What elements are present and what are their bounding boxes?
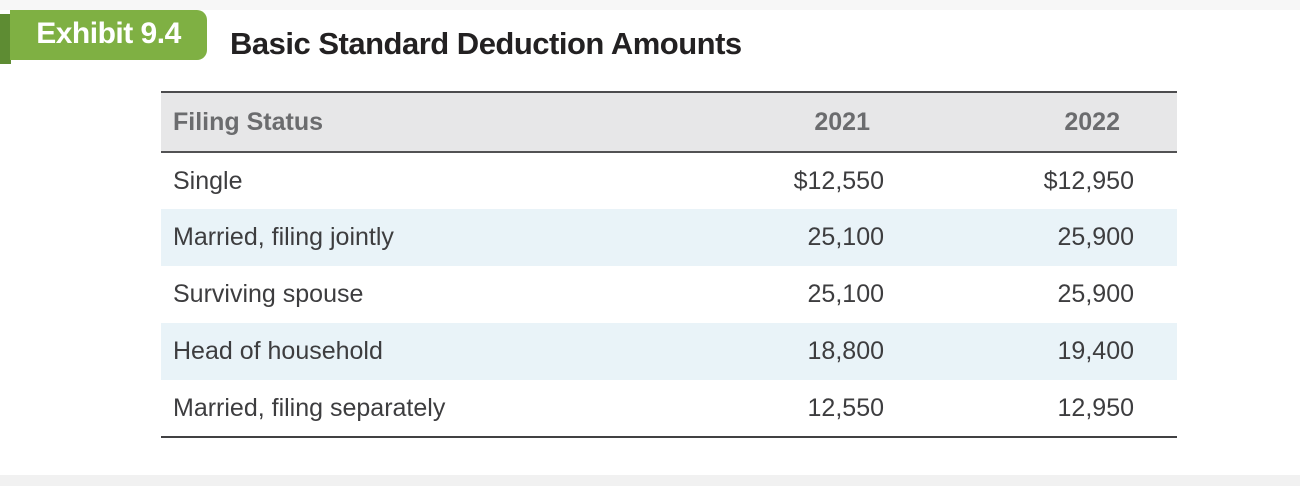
amount-2021-cell: $12,550 xyxy=(793,166,884,195)
table-row-single: Single $12,550 $12,950 xyxy=(161,152,1177,209)
filing-status-cell: Married, filing jointly xyxy=(173,223,394,251)
amount-2022-cell: 12,950 xyxy=(1057,393,1134,422)
exhibit-badge-body: Exhibit 9.4 xyxy=(10,10,207,60)
column-header-2021: 2021 xyxy=(814,107,870,136)
filing-status-cell: Single xyxy=(173,166,243,195)
amount-2021-cell: 25,100 xyxy=(807,280,884,308)
filing-status-cell: Married, filing separately xyxy=(173,393,446,422)
exhibit-badge-fold xyxy=(0,14,11,64)
amount-2022-cell: $12,950 xyxy=(1043,166,1134,195)
column-header-filing-status: Filing Status xyxy=(173,107,323,136)
table-row-married-separately: Married, filing separately 12,550 12,950 xyxy=(161,380,1177,437)
page-bottom-edge-strip xyxy=(0,475,1300,486)
exhibit-title: Basic Standard Deduction Amounts xyxy=(230,26,742,61)
amount-2022-cell: 25,900 xyxy=(1057,280,1134,308)
amount-2021-cell: 12,550 xyxy=(807,393,884,422)
column-header-2022: 2022 xyxy=(1064,107,1120,136)
amount-2022-cell: 25,900 xyxy=(1057,223,1134,251)
amount-2022-cell: 19,400 xyxy=(1057,337,1134,365)
table-header-row: Filing Status 2021 2022 xyxy=(161,92,1177,152)
table-row-surviving-spouse: Surviving spouse 25,100 25,900 xyxy=(161,266,1177,323)
page-top-edge-strip xyxy=(0,0,1300,10)
amount-2021-cell: 25,100 xyxy=(807,223,884,251)
amount-2021-cell: 18,800 xyxy=(807,337,884,365)
table-row-married-jointly: Married, filing jointly 25,100 25,900 xyxy=(161,209,1177,266)
filing-status-cell: Head of household xyxy=(173,337,383,365)
table-row-head-of-household: Head of household 18,800 19,400 xyxy=(161,323,1177,380)
exhibit-badge-label: Exhibit 9.4 xyxy=(36,17,181,50)
filing-status-cell: Surviving spouse xyxy=(173,280,364,308)
standard-deduction-table: Filing Status 2021 2022 Single $12,550 $… xyxy=(161,91,1177,438)
